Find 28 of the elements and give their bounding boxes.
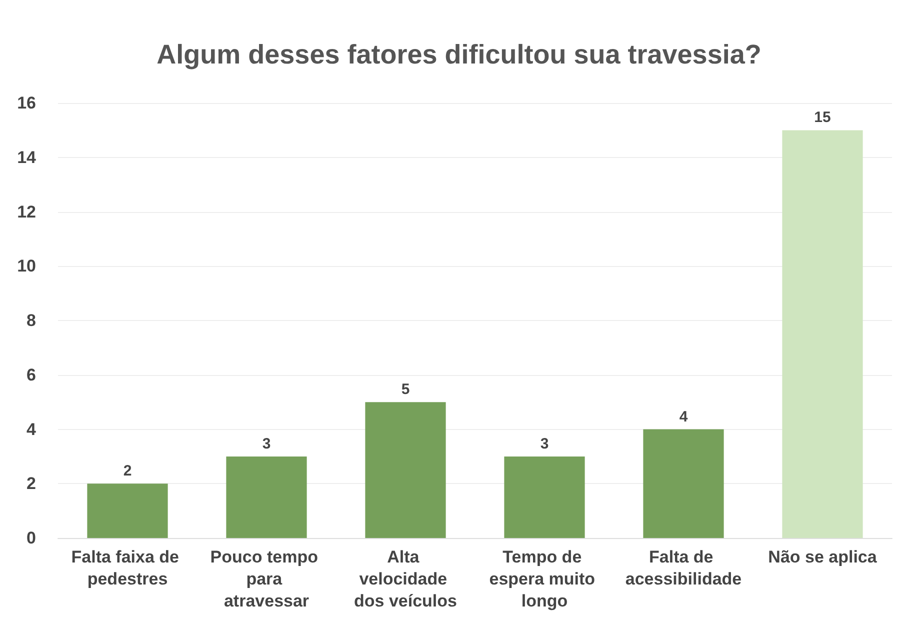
- data-label: 15: [814, 109, 831, 126]
- data-label: 3: [540, 435, 549, 452]
- y-tick-label: 16: [17, 94, 36, 112]
- chart-title: Algum desses fatores dificultou sua travessia?: [156, 40, 762, 70]
- data-label: 5: [401, 381, 410, 398]
- data-label: 4: [679, 408, 688, 426]
- y-tick-label: 8: [26, 311, 36, 330]
- bar: [226, 456, 307, 538]
- data-label: 3: [262, 435, 271, 452]
- x-tick-label: Falta de acessibilidade: [625, 548, 742, 588]
- x-tick-label: Falta faixa de pedestres: [71, 548, 184, 588]
- y-tick-label: 14: [17, 148, 37, 167]
- y-tick-label: 0: [26, 528, 36, 548]
- bar: [365, 402, 446, 538]
- x-tick-label: Pouco tempo para atravessar: [210, 548, 323, 610]
- x-tick-label: Tempo de espera muito longo: [489, 548, 600, 610]
- bar: [504, 456, 585, 538]
- y-tick-label: 12: [17, 202, 36, 222]
- data-label: 2: [123, 462, 132, 480]
- bar: [643, 429, 724, 538]
- bar: [87, 484, 168, 538]
- x-tick-label: Não se aplica: [768, 548, 878, 566]
- y-tick-label: 10: [17, 256, 36, 276]
- y-tick-label: 4: [26, 420, 37, 439]
- bar: [782, 130, 863, 538]
- y-tick-label: 6: [26, 365, 36, 384]
- x-tick-label: Alta velocidade dos veículos: [354, 548, 457, 610]
- y-tick-label: 2: [26, 474, 36, 494]
